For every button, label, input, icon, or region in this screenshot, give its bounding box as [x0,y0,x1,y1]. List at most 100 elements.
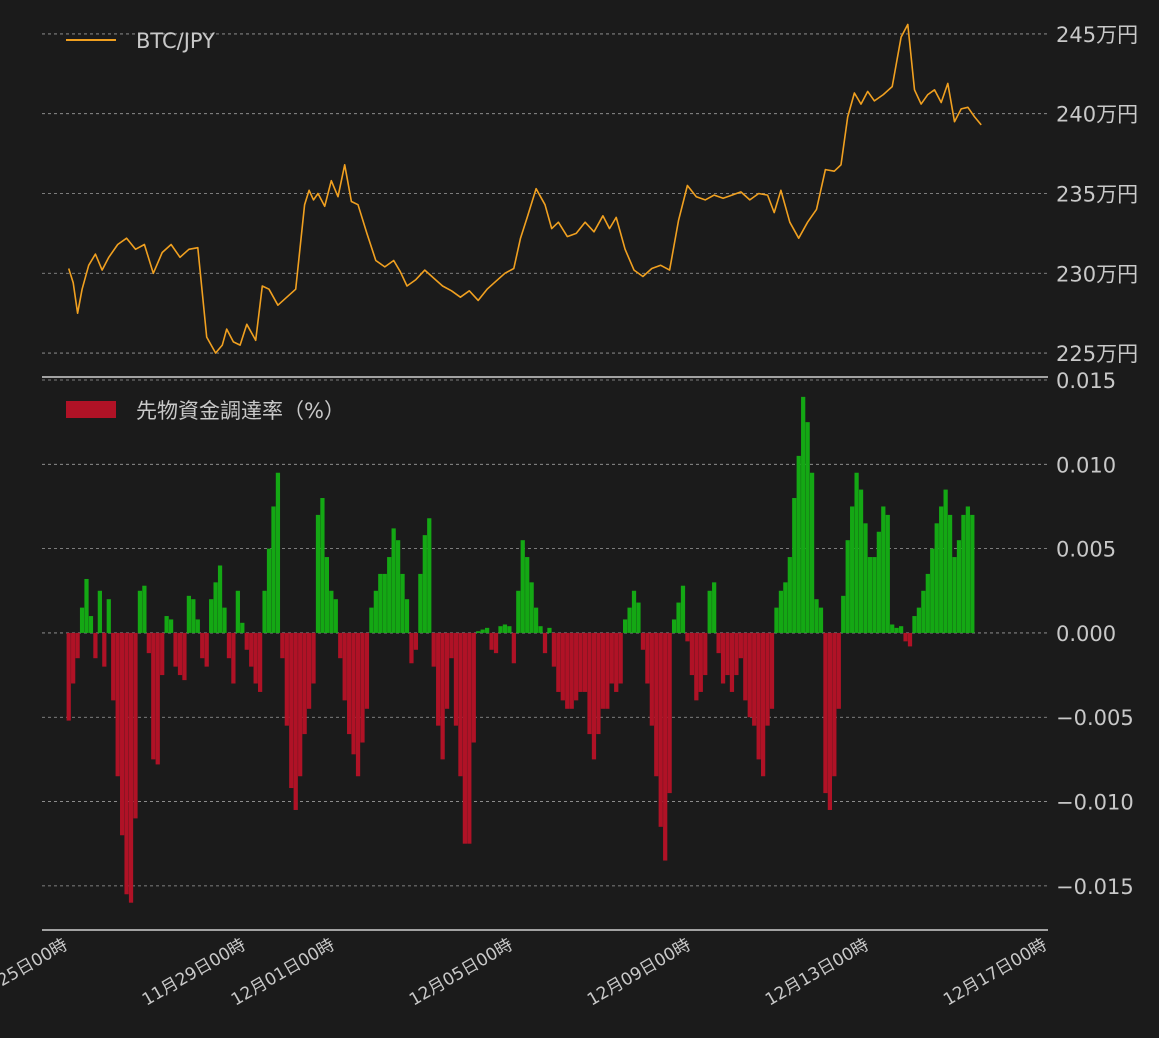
funding-bar-negative [226,632,232,659]
funding-bar-positive [970,514,975,633]
funding-bar-positive [850,506,855,633]
funding-bar-positive [427,518,432,633]
funding-bar-positive [142,585,147,633]
funding-bar-negative [120,632,125,836]
funding-bar-positive [369,607,374,633]
funding-bar-negative [734,632,739,676]
funding-bar-negative [111,632,116,701]
funding-bar-negative [542,632,548,654]
funding-bar-negative [836,632,841,709]
funding-bar-negative [293,632,298,810]
funding-bar-positive [324,557,329,633]
funding-bar-positive [707,590,712,633]
funding-bar-negative [565,632,570,709]
funding-bar-positive [507,626,512,633]
funding-bar-negative [173,632,178,667]
funding-bar-negative [640,632,646,650]
funding-bar-positive [502,624,508,633]
funding-y-tick-label: −0.015 [1056,875,1134,899]
price-panel: 225万円 230万円 235万円 240万円 245万円 BTC/JPY [42,23,1138,366]
funding-y-tick-label: 0.010 [1056,453,1116,477]
funding-bar-negative [298,632,303,777]
funding-legend: 先物資金調達率（%） [66,399,345,423]
funding-y-tick-label: 0.000 [1056,622,1116,646]
funding-bar-positive [939,506,944,633]
funding-bar-positive [538,626,543,633]
funding-bar-positive [916,607,922,633]
funding-bar-negative [244,632,249,650]
funding-bar-positive [671,619,677,633]
funding-bar-positive [333,599,338,633]
funding-bar-negative [280,632,285,659]
funding-bar-negative [903,632,908,642]
funding-bar-negative [667,632,672,794]
funding-bar-positive [382,573,387,633]
funding-bar-positive [84,578,89,633]
funding-bar-positive [400,573,405,633]
funding-bar-negative [71,632,76,684]
funding-bar-negative [444,632,450,709]
funding-bar-negative [560,632,565,701]
funding-bar-positive [805,422,810,633]
funding-bar-positive [867,557,873,633]
funding-bar-positive [925,573,930,633]
funding-bar-negative [160,632,165,676]
funding-bar-negative [449,632,454,659]
funding-bar-negative [689,632,695,676]
funding-bar-positive [796,455,801,633]
funding-bar-negative [663,632,668,861]
funding-bar-negative [654,632,659,777]
funding-bar-positive [885,514,890,633]
funding-bar-negative [204,632,209,667]
funding-bar-positive [525,557,530,633]
funding-bar-positive [631,590,637,633]
funding-bar-negative [200,632,205,659]
funding-bar-negative [124,632,129,895]
funding-bar-negative [360,632,365,743]
funding-bar-negative [556,632,561,692]
funding-bar-negative [609,632,614,684]
funding-bar-positive [88,616,94,633]
funding-bar-positive [845,540,850,633]
funding-bar-positive [863,523,868,633]
funding-bar-positive [876,531,881,633]
funding-y-tick-label: 0.005 [1056,538,1116,562]
funding-bar-negative [133,632,138,819]
funding-bar-positive [952,557,957,633]
funding-bar-negative [284,632,289,726]
funding-bar-positive [217,565,223,633]
funding-bar-negative [574,632,579,701]
price-y-tick-label: 225万円 [1056,342,1138,366]
funding-bar-negative [614,632,619,692]
price-legend-label: BTC/JPY [136,29,215,53]
funding-bar-negative [182,632,187,681]
funding-bar-positive [387,557,392,633]
funding-bar-positive [262,590,267,633]
funding-bar-negative [720,632,726,684]
funding-y-tick-label: −0.010 [1056,791,1134,815]
funding-bar-positive [476,631,481,633]
funding-bar-positive [195,619,200,633]
funding-bar-negative [703,632,708,676]
funding-y-tick-label: 0.015 [1056,369,1116,393]
funding-bar-positive [680,585,686,633]
funding-bar-positive [240,622,245,633]
funding-bar-negative [338,632,343,659]
funding-bar-negative [453,632,459,726]
funding-bar-positive [774,607,779,633]
funding-legend-label: 先物資金調達率（%） [136,399,345,423]
funding-bar-positive [623,619,628,633]
funding-bar-negative [253,632,258,684]
funding-bar-negative [231,632,236,684]
funding-bar-positive [930,548,935,633]
funding-bar-negative [355,632,361,777]
funding-bar-negative [907,632,913,647]
funding-bar-negative [725,632,730,676]
funding-bar-positive [222,607,227,633]
funding-bar-positive [168,619,174,633]
funding-bar-negative [102,632,107,667]
funding-bar-positive [480,629,485,633]
funding-bar-positive [676,602,681,633]
